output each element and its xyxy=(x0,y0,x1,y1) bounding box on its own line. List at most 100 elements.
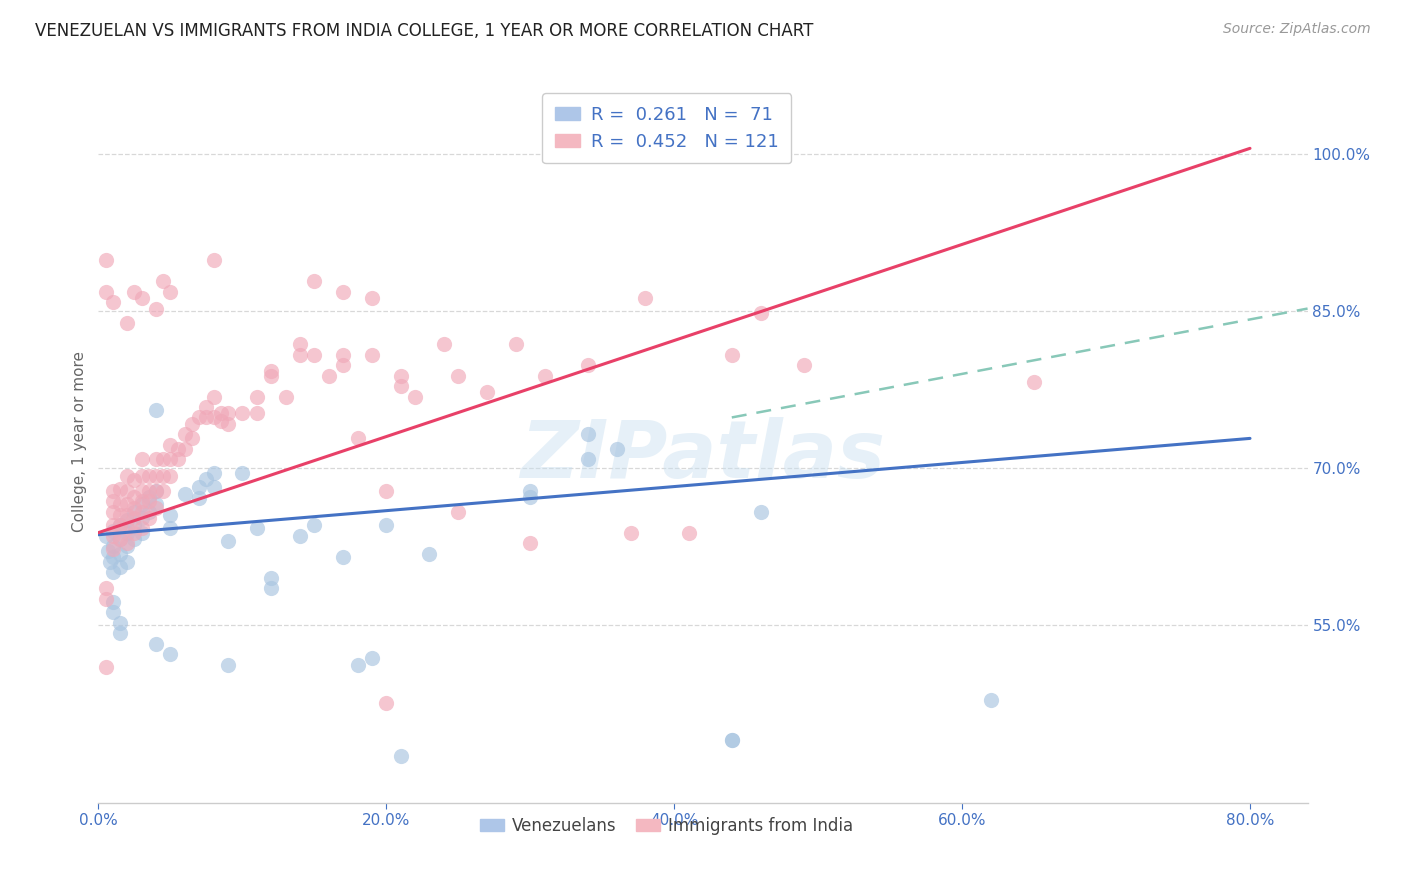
Point xyxy=(749,306,772,320)
Point xyxy=(620,525,643,540)
Point xyxy=(304,274,326,288)
Point xyxy=(202,410,225,425)
Point xyxy=(217,417,239,431)
Point xyxy=(94,253,117,268)
Point xyxy=(101,542,124,557)
Point xyxy=(749,505,772,519)
Point xyxy=(288,348,311,362)
Point xyxy=(447,368,470,383)
Point xyxy=(108,532,131,546)
Point xyxy=(124,518,146,533)
Point xyxy=(101,595,124,609)
Point xyxy=(115,483,138,498)
Point xyxy=(108,518,131,533)
Point xyxy=(138,494,160,508)
Point xyxy=(94,591,117,606)
Point xyxy=(138,469,160,483)
Point xyxy=(576,452,599,467)
Point xyxy=(181,431,204,445)
Point xyxy=(188,491,211,505)
Point xyxy=(231,466,253,480)
Point xyxy=(101,539,124,553)
Point xyxy=(94,659,117,673)
Point xyxy=(108,626,131,640)
Point xyxy=(115,555,138,569)
Point xyxy=(246,521,269,535)
Point xyxy=(188,410,211,425)
Point xyxy=(195,400,218,414)
Point xyxy=(361,291,384,305)
Point xyxy=(124,511,146,525)
Point xyxy=(260,364,283,378)
Point xyxy=(131,469,153,483)
Point xyxy=(108,497,131,511)
Point xyxy=(108,532,131,546)
Point xyxy=(101,483,124,498)
Point xyxy=(166,452,188,467)
Point xyxy=(97,544,120,558)
Point xyxy=(145,500,167,515)
Point xyxy=(131,505,153,519)
Point xyxy=(361,348,384,362)
Point xyxy=(124,500,146,515)
Point xyxy=(505,337,527,351)
Point xyxy=(231,406,253,420)
Point xyxy=(131,521,153,535)
Point xyxy=(159,438,181,452)
Point xyxy=(138,490,160,504)
Point xyxy=(720,348,742,362)
Point xyxy=(246,390,269,404)
Point xyxy=(145,469,167,483)
Point xyxy=(475,385,498,400)
Point xyxy=(159,508,181,522)
Point xyxy=(115,539,138,553)
Text: ZIPatlas: ZIPatlas xyxy=(520,417,886,495)
Point xyxy=(159,647,181,661)
Point xyxy=(94,581,117,595)
Point xyxy=(145,497,167,511)
Point xyxy=(332,549,354,564)
Point xyxy=(108,518,131,533)
Point xyxy=(304,348,326,362)
Point xyxy=(108,547,131,561)
Point xyxy=(138,511,160,525)
Point xyxy=(145,637,167,651)
Point xyxy=(124,285,146,299)
Point xyxy=(288,529,311,543)
Point xyxy=(115,497,138,511)
Point xyxy=(101,529,124,543)
Point xyxy=(217,406,239,420)
Point xyxy=(115,469,138,483)
Point xyxy=(145,301,167,316)
Point xyxy=(138,483,160,498)
Point xyxy=(389,748,412,763)
Point xyxy=(332,358,354,372)
Point xyxy=(173,427,195,442)
Point xyxy=(131,525,153,540)
Point xyxy=(115,508,138,522)
Point xyxy=(98,555,121,569)
Point xyxy=(447,505,470,519)
Point xyxy=(318,368,340,383)
Point xyxy=(159,285,181,299)
Point xyxy=(131,291,153,305)
Point xyxy=(101,524,124,538)
Point xyxy=(202,479,225,493)
Point xyxy=(389,379,412,393)
Point xyxy=(101,295,124,310)
Point xyxy=(274,390,297,404)
Point xyxy=(101,505,124,519)
Point xyxy=(115,521,138,535)
Point xyxy=(152,469,174,483)
Point xyxy=(173,487,195,501)
Point xyxy=(159,469,181,483)
Point xyxy=(217,534,239,549)
Point xyxy=(720,733,742,747)
Point xyxy=(260,368,283,383)
Point xyxy=(246,406,269,420)
Point xyxy=(159,452,181,467)
Point xyxy=(124,473,146,487)
Point xyxy=(124,490,146,504)
Point xyxy=(152,452,174,467)
Point xyxy=(720,733,742,747)
